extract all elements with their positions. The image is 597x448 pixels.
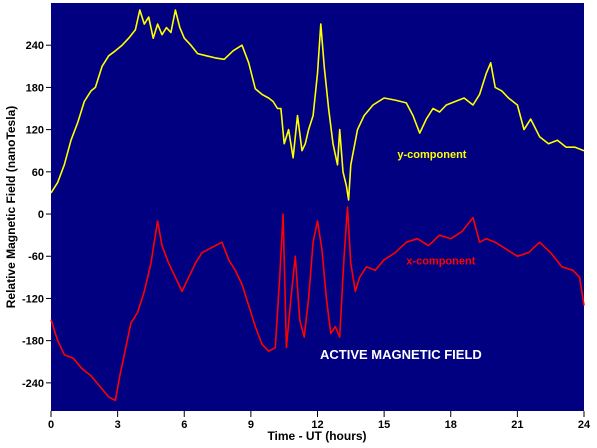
x-tick-label: 3: [115, 419, 121, 431]
x-component-label: x-component: [406, 256, 475, 268]
series-layer: [50, 9, 585, 402]
x-tick-label: 6: [181, 419, 187, 431]
y-tick-label: 0: [38, 209, 44, 221]
y-axis-label: Relative Magnetic Field (nanoTesla): [4, 106, 18, 309]
x-tick-label: 15: [378, 419, 390, 431]
x-tick-label: 21: [511, 419, 523, 431]
x-tick-label: 12: [311, 419, 323, 431]
x-tick-label: 24: [578, 419, 591, 431]
x-component-line: [50, 206, 585, 402]
y-tick-label: 60: [32, 167, 44, 179]
x-tick-label: 9: [248, 419, 254, 431]
y-tick-label: 120: [26, 125, 44, 137]
y-tick-label: -180: [22, 336, 44, 348]
chart-annotation: ACTIVE MAGNETIC FIELD: [320, 347, 482, 362]
x-tick-label: 18: [445, 419, 457, 431]
x-axis-label: Time - UT (hours): [267, 429, 366, 443]
tick-layer: 0 3 6 9 12 15 18 21 24 -240 -180 -120 -60 0 60 120 180 24…: [22, 40, 591, 431]
y-tick-label: -240: [22, 378, 44, 390]
y-tick-label: -60: [28, 251, 44, 263]
y-tick-label: 240: [26, 40, 44, 52]
x-tick-label: 0: [48, 419, 54, 431]
y-component-line: [50, 9, 585, 201]
label-layer: y-component x-component: [397, 149, 475, 268]
y-tick-label: -120: [22, 293, 44, 305]
y-component-label: y-component: [397, 149, 466, 161]
y-tick-label: 180: [26, 82, 44, 94]
